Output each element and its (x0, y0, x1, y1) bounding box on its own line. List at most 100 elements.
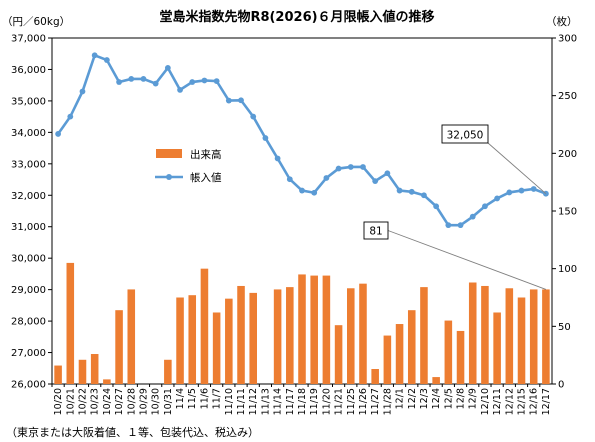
xtick-label: 12/5 (443, 388, 454, 409)
bar-10/31 (164, 359, 172, 384)
ytick-right-label: 50 (558, 322, 571, 333)
point-12/2 (408, 188, 415, 195)
ytick-right-label: 150 (558, 207, 577, 218)
point-12/12 (506, 189, 513, 196)
bar-11/4 (176, 297, 184, 384)
bar-12/3 (420, 287, 428, 384)
point-11/28 (384, 170, 391, 177)
xtick-label: 10/27 (114, 388, 125, 415)
annotation-leader (487, 142, 547, 195)
point-12/15 (518, 187, 525, 194)
point-11/17 (286, 176, 293, 183)
bar-11/27 (371, 369, 379, 384)
point-11/5 (189, 79, 196, 85)
point-11/27 (372, 178, 379, 185)
ytick-left-label: 29,000 (11, 285, 46, 296)
point-10/24 (103, 57, 110, 63)
xtick-label: 11/25 (346, 388, 357, 415)
xtick-label: 11/6 (199, 388, 210, 409)
point-11/13 (262, 135, 269, 141)
ytick-right-label: 250 (558, 91, 577, 102)
annotation-leader (387, 230, 547, 290)
point-12/16 (530, 186, 537, 192)
point-10/22 (79, 88, 86, 95)
bar-11/11 (237, 285, 245, 384)
xtick-label: 11/28 (382, 388, 393, 415)
ytick-right-label: 100 (558, 264, 577, 275)
bar-10/23 (90, 354, 99, 384)
bar-11/6 (200, 268, 209, 384)
xtick-label: 12/12 (504, 388, 515, 415)
ytick-left-label: 33,000 (11, 159, 46, 170)
point-12/4 (433, 203, 440, 210)
xtick-label: 11/19 (309, 388, 320, 415)
point-12/5 (445, 222, 452, 229)
bar-11/26 (359, 283, 367, 384)
bar-11/20 (322, 275, 331, 384)
xtick-label: 12/4 (431, 388, 442, 409)
point-11/10 (225, 97, 232, 104)
xtick-label: 10/22 (77, 388, 88, 415)
xtick-label: 10/21 (65, 388, 76, 415)
ytick-right-label: 300 (558, 34, 577, 45)
point-11/11 (238, 97, 244, 104)
ytick-left-label: 28,000 (11, 317, 46, 328)
ytick-left-label: 36,000 (11, 65, 46, 76)
point-11/25 (347, 164, 354, 170)
bar-10/28 (127, 289, 136, 384)
point-12/3 (421, 192, 427, 199)
xtick-label: 12/10 (480, 388, 491, 415)
xtick-label: 11/17 (285, 388, 296, 415)
point-11/7 (213, 78, 220, 84)
ytick-left-label: 31,000 (11, 222, 46, 233)
ytick-right-label: 0 (558, 380, 564, 391)
bar-12/17 (542, 289, 550, 384)
xtick-label: 11/12 (248, 388, 259, 415)
bar-11/7 (212, 312, 221, 384)
bar-12/12 (505, 288, 514, 384)
point-11/12 (250, 113, 257, 120)
point-11/21 (335, 165, 342, 172)
bar-11/12 (249, 292, 257, 384)
annotation-box (441, 124, 489, 144)
point-10/29 (140, 75, 147, 82)
xtick-label: 11/20 (321, 388, 332, 415)
xtick-label: 12/11 (492, 388, 503, 415)
xtick-label: 10/24 (102, 388, 113, 415)
xtick-label: 12/15 (517, 388, 528, 415)
xtick-label: 11/27 (370, 388, 381, 415)
left-axis-unit: （円／60kg） (2, 16, 70, 28)
point-10/28 (128, 75, 135, 82)
bar-12/16 (529, 289, 538, 384)
xtick-label: 12/1 (395, 388, 406, 409)
ytick-left-label: 35,000 (11, 96, 46, 107)
xtick-label: 11/10 (224, 388, 235, 415)
ytick-left-label: 34,000 (11, 128, 46, 139)
legend-swatch-marker (166, 174, 172, 180)
bar-10/27 (115, 310, 123, 384)
point-11/26 (360, 164, 366, 170)
point-12/9 (469, 213, 476, 220)
xtick-label: 10/30 (151, 388, 162, 415)
bar-12/9 (468, 282, 477, 384)
bar-12/8 (456, 330, 465, 384)
xtick-label: 11/4 (175, 388, 186, 409)
xtick-label: 11/14 (273, 388, 284, 415)
point-11/14 (274, 155, 281, 162)
xtick-label: 12/16 (529, 388, 540, 415)
bar-12/10 (481, 285, 489, 384)
bar-12/2 (407, 310, 416, 384)
xtick-label: 10/20 (53, 388, 64, 415)
point-12/8 (457, 222, 464, 229)
point-11/19 (311, 189, 318, 196)
bar-11/18 (298, 274, 306, 384)
point-12/10 (482, 203, 488, 210)
ytick-right-label: 200 (558, 149, 577, 160)
right-axis-unit: （枚） (546, 15, 578, 28)
bar-12/15 (517, 297, 526, 384)
point-11/6 (201, 77, 208, 84)
legend-label-bar: 出来高 (190, 148, 222, 161)
bar-12/11 (493, 312, 501, 384)
